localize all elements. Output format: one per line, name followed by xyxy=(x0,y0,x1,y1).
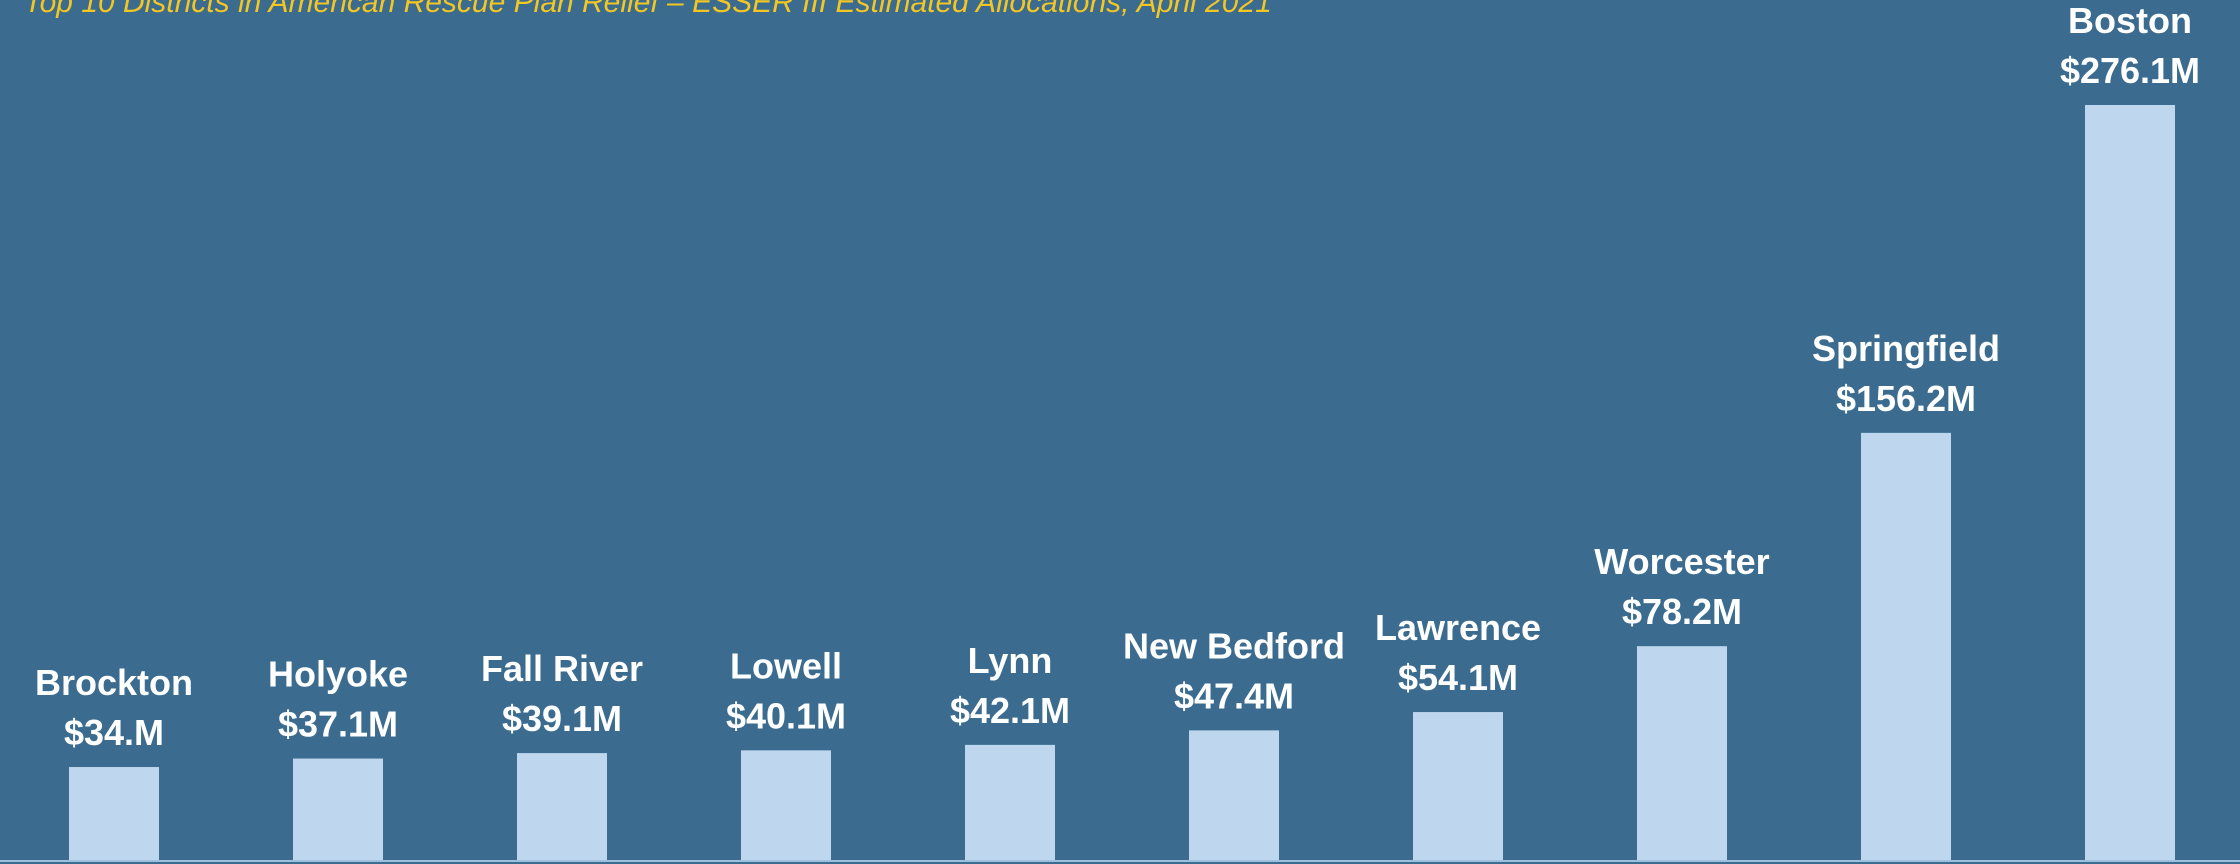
bar-category-label: New Bedford xyxy=(1123,625,1345,666)
bar-category-label: Worcester xyxy=(1594,541,1769,582)
bar-category-label: Holyoke xyxy=(268,654,408,695)
bar-value-label: $78.2M xyxy=(1622,591,1742,632)
bar-value-label: $42.1M xyxy=(950,690,1070,731)
bar-category-label: Lynn xyxy=(968,640,1053,681)
bar-category-label: Brockton xyxy=(35,662,193,703)
bar-value-label: $37.1M xyxy=(278,704,398,745)
bar-value-label: $40.1M xyxy=(726,695,846,736)
bar-lawrence xyxy=(1413,712,1503,860)
bar-brockton xyxy=(69,767,159,860)
bar-holyoke xyxy=(293,758,383,860)
bar-fall-river xyxy=(517,753,607,860)
bar-lynn xyxy=(965,744,1055,860)
bar-value-label: $34.M xyxy=(64,712,164,753)
bar-value-label: $54.1M xyxy=(1398,657,1518,698)
bar-category-label: Fall River xyxy=(481,648,643,689)
bar-springfield xyxy=(1861,432,1951,860)
bar-worcester xyxy=(1637,646,1727,860)
bar-new-bedford xyxy=(1189,730,1279,860)
bar-value-label: $39.1M xyxy=(502,698,622,739)
bar-category-label: Springfield xyxy=(1812,328,2000,369)
bar-category-label: Lowell xyxy=(730,645,842,686)
chart-title: Top 10 Districts in American Rescue Plan… xyxy=(24,0,1272,19)
bar-value-label: $276.1M xyxy=(2060,50,2200,91)
bar-category-label: Boston xyxy=(2068,0,2192,41)
bars-group xyxy=(69,105,2175,860)
bar-lowell xyxy=(741,750,831,860)
bar-value-label: $156.2M xyxy=(1836,378,1976,419)
labels-group: $34.M Brockton $37.1M Holyoke $39.1M Fall Riv… xyxy=(35,0,2200,753)
bar-boston xyxy=(2085,105,2175,860)
bar-value-label: $47.4M xyxy=(1174,675,1294,716)
bar-category-label: Lawrence xyxy=(1375,607,1541,648)
